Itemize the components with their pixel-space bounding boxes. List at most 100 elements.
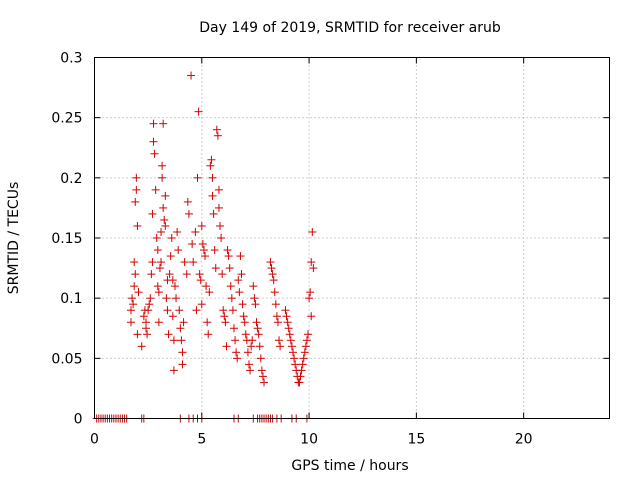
data-point — [302, 336, 311, 345]
data-point — [232, 348, 241, 357]
data-point — [251, 300, 260, 309]
data-point — [170, 282, 179, 291]
data-point — [267, 264, 276, 273]
data-point — [290, 354, 299, 363]
data-point — [204, 330, 213, 339]
data-point — [194, 107, 203, 116]
data-point — [285, 330, 294, 339]
data-point — [158, 161, 167, 170]
data-point — [174, 246, 183, 255]
data-point — [286, 336, 295, 345]
data-point — [157, 258, 166, 267]
x-tick-label: 5 — [197, 432, 206, 448]
data-point — [213, 131, 222, 140]
data-point — [291, 360, 300, 369]
data-point — [249, 282, 258, 291]
y-tick-label: 0 — [74, 412, 83, 428]
chart-title: Day 149 of 2019, SRMTID for receiver aru… — [199, 20, 501, 36]
data-point — [161, 221, 170, 230]
data-point — [299, 354, 308, 363]
data-point — [199, 246, 208, 255]
data-point — [268, 270, 277, 279]
y-tick-label: 0.1 — [60, 291, 82, 307]
data-point — [307, 258, 316, 267]
data-point — [139, 312, 148, 321]
data-point — [272, 312, 281, 321]
data-point — [132, 173, 141, 182]
data-point — [224, 252, 233, 261]
data-point — [225, 264, 234, 273]
data-point — [231, 336, 240, 345]
data-point — [169, 336, 178, 345]
data-point — [201, 252, 210, 261]
data-point — [134, 288, 143, 297]
data-point — [143, 330, 152, 339]
data-point — [130, 258, 139, 267]
data-point — [165, 270, 174, 279]
data-point — [192, 306, 201, 315]
y-axis-label: SRMTID / TECUs — [6, 182, 22, 295]
data-point — [238, 300, 247, 309]
data-points — [92, 71, 318, 423]
data-point — [273, 318, 282, 327]
data-point — [191, 227, 200, 236]
data-point — [131, 197, 140, 206]
data-point — [284, 324, 293, 333]
data-point — [168, 312, 177, 321]
data-point — [214, 185, 223, 194]
y-tick-label: 0.2 — [60, 171, 82, 187]
data-point — [151, 185, 160, 194]
data-point — [301, 342, 310, 351]
data-point — [196, 276, 205, 285]
data-point — [166, 252, 175, 261]
data-point — [177, 336, 186, 345]
x-tick-label: 10 — [300, 432, 318, 448]
data-point — [211, 264, 220, 273]
data-point — [212, 125, 221, 134]
data-point — [283, 318, 292, 327]
data-point — [178, 348, 187, 357]
data-point — [159, 203, 168, 212]
x-tick-label: 15 — [407, 432, 425, 448]
data-point — [153, 282, 162, 291]
data-point — [198, 240, 207, 249]
data-point — [169, 366, 178, 375]
data-point — [305, 294, 314, 303]
data-point — [179, 318, 188, 327]
y-tick-label: 0.3 — [60, 51, 82, 67]
data-point — [240, 318, 249, 327]
data-point — [223, 246, 232, 255]
data-point — [226, 282, 235, 291]
data-point — [214, 203, 223, 212]
data-point — [176, 324, 185, 333]
data-point — [163, 306, 172, 315]
data-point — [128, 294, 137, 303]
data-point — [219, 306, 228, 315]
data-point — [245, 360, 253, 369]
data-point — [206, 161, 215, 170]
data-point — [288, 348, 297, 357]
data-point — [207, 155, 216, 164]
data-point — [145, 300, 154, 309]
data-point — [209, 209, 218, 218]
data-point — [229, 324, 238, 333]
data-point — [184, 209, 193, 218]
data-point — [131, 270, 140, 279]
data-point — [210, 246, 219, 255]
data-point — [208, 173, 217, 182]
data-point — [197, 300, 206, 309]
data-point — [217, 234, 226, 242]
data-point — [235, 288, 244, 297]
data-point — [295, 378, 304, 387]
x-tick-label: 0 — [90, 432, 99, 448]
data-point — [164, 330, 173, 339]
data-point — [221, 318, 230, 327]
data-point — [271, 300, 280, 309]
data-point — [266, 258, 275, 267]
data-point — [155, 264, 164, 273]
data-point — [250, 294, 259, 303]
data-point — [253, 324, 262, 333]
data-point — [222, 342, 231, 351]
